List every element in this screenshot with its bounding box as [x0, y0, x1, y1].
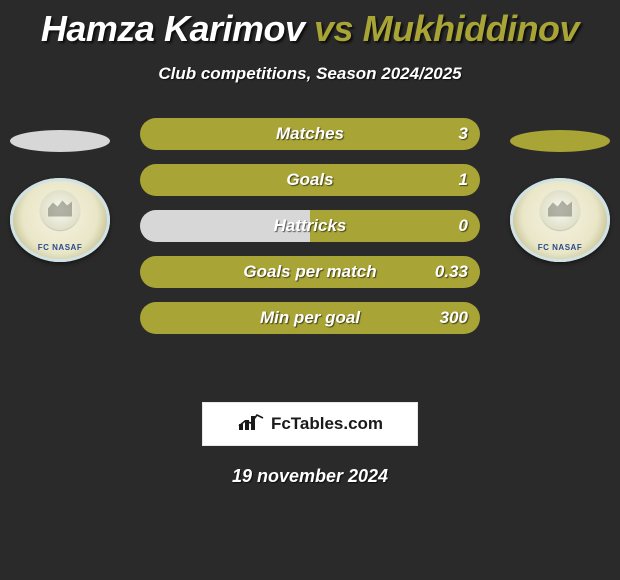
- player1-name: Hamza Karimov: [41, 8, 305, 49]
- stat-bar: Hattricks 0: [140, 210, 480, 242]
- stat-bars: Matches 3 Goals 1 Hattricks 0 Goals per match 0…: [140, 118, 480, 334]
- stat-value-right: 3: [459, 124, 468, 144]
- stats-arena: FC NASAF FC NASAF Matches 3 Goals 1 Hattrick…: [0, 118, 620, 378]
- stat-bar: Matches 3: [140, 118, 480, 150]
- stat-label: Goals per match: [243, 262, 376, 282]
- stat-value-right: 300: [440, 308, 468, 328]
- player1-club-label: FC NASAF: [10, 243, 110, 252]
- player2-name: Mukhiddinov: [363, 8, 579, 49]
- player1-oval: [10, 130, 110, 152]
- player2-oval: [510, 130, 610, 152]
- brand-text: FcTables.com: [271, 414, 383, 434]
- brand-box[interactable]: FcTables.com: [202, 402, 418, 446]
- player1-club-badge: FC NASAF: [10, 178, 110, 262]
- player2-column: FC NASAF: [500, 118, 620, 262]
- stat-bar: Goals per match 0.33: [140, 256, 480, 288]
- player2-club-badge: FC NASAF: [510, 178, 610, 262]
- stat-bar: Min per goal 300: [140, 302, 480, 334]
- stat-label: Hattricks: [274, 216, 347, 236]
- player2-club-label: FC NASAF: [510, 243, 610, 252]
- stat-label: Matches: [276, 124, 344, 144]
- stat-value-right: 0: [459, 216, 468, 236]
- comparison-title: Hamza Karimov vs Mukhiddinov: [0, 0, 620, 50]
- stat-value-right: 1: [459, 170, 468, 190]
- snapshot-date: 19 november 2024: [0, 466, 620, 487]
- stat-label: Min per goal: [260, 308, 360, 328]
- player1-column: FC NASAF: [0, 118, 120, 262]
- stat-bar: Goals 1: [140, 164, 480, 196]
- stat-label: Goals: [286, 170, 333, 190]
- chart-icon: [237, 412, 265, 437]
- stat-value-right: 0.33: [435, 262, 468, 282]
- subtitle: Club competitions, Season 2024/2025: [0, 64, 620, 84]
- vs-text: vs: [314, 8, 353, 49]
